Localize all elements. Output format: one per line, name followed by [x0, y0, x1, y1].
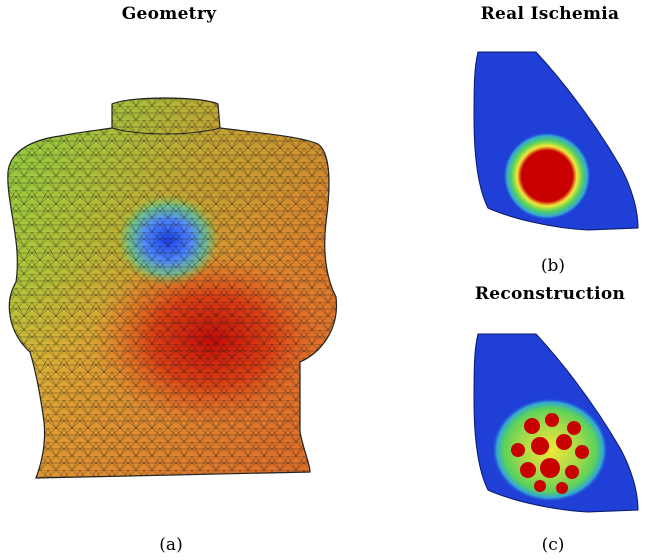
panel-a-title: Geometry — [121, 4, 217, 24]
real-ischemia-map — [470, 48, 642, 236]
panel-c-title: Reconstruction — [474, 284, 626, 304]
panel-b-title: Real Ischemia — [480, 4, 620, 24]
panel-b-caption: (b) — [540, 256, 566, 276]
panel-a-caption: (a) — [159, 535, 183, 555]
reconstruction-map — [470, 330, 642, 518]
torso-geometry-figure — [0, 92, 340, 490]
panel-c-caption: (c) — [541, 535, 565, 555]
